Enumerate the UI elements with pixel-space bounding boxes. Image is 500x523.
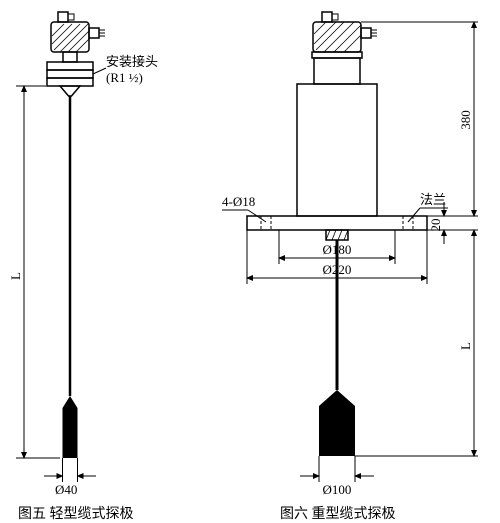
fig6-dim-380-text: 380	[458, 110, 473, 130]
fig6-caption: 图六 重型缆式探极	[280, 506, 396, 522]
fig6-dim-20-text: 20	[428, 219, 443, 232]
fig5-dim-L-text: L	[8, 272, 23, 280]
fig5-cone	[60, 86, 80, 96]
figure-6-heavy-cable-probe: 4-Ø18 法兰 380 20 L Ø180 Ø220	[222, 12, 478, 497]
fig6-dim-d100-text: Ø100	[323, 482, 352, 497]
fig6-weight	[319, 390, 355, 456]
fig5-coupling	[47, 62, 93, 86]
fig6-gland	[326, 230, 348, 240]
fig5-dim-L: L	[8, 86, 60, 458]
fig5-dim-d40: Ø40	[44, 458, 96, 497]
figure-5-light-cable-probe: 安装接头 (R1 ½) L Ø40	[8, 12, 158, 497]
fig6-dim-180-text: Ø180	[323, 242, 352, 257]
fig5-caption: 图五 轻型缆式探极	[18, 506, 134, 522]
fig6-dim-L-text: L	[458, 342, 473, 350]
fig6-flange-label-g: 法兰	[408, 192, 448, 222]
fig6-flange	[247, 216, 427, 230]
fig6-head	[313, 12, 377, 52]
fig6-dim-holes: 4-Ø18	[222, 194, 266, 222]
fig6-dim-380: 380	[458, 22, 474, 216]
fig5-connector-label: 安装接头	[106, 54, 158, 69]
fig6-flange-label: 法兰	[420, 192, 446, 207]
fig6-cap	[312, 52, 362, 84]
fig5-weight	[63, 396, 78, 458]
fig6-dim-d100: Ø100	[300, 456, 374, 497]
fig5-connector-spec: (R1 ½)	[106, 70, 143, 85]
fig6-dim-220-text: Ø220	[323, 262, 352, 277]
fig5-dim-d40-text: Ø40	[55, 482, 77, 497]
fig5-head	[51, 12, 105, 52]
fig6-body	[297, 84, 377, 216]
fig6-dim-L: L	[458, 230, 474, 456]
fig5-neck	[63, 52, 77, 62]
fig6-dim-holes-text: 4-Ø18	[222, 194, 255, 209]
